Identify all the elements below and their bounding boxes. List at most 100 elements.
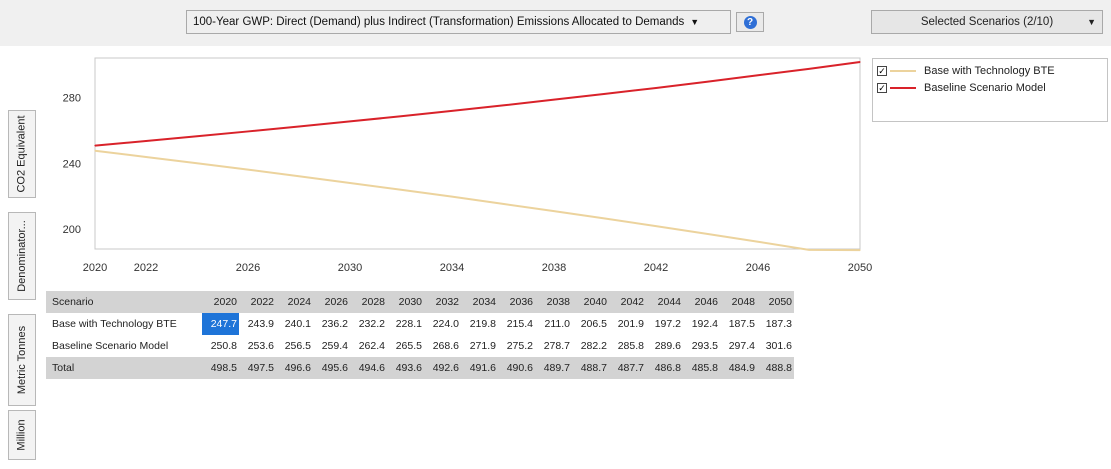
x-tick-label: 2034 [440, 262, 464, 274]
column-header-year: 2038 [535, 291, 572, 313]
data-point [655, 87, 657, 89]
help-icon: ? [743, 15, 757, 29]
table-cell[interactable]: 268.6 [432, 340, 459, 352]
table-cell[interactable]: 192.4 [691, 318, 718, 330]
table-row: Baseline Scenario Model 250.8 253.6 256.5 25… [46, 335, 794, 357]
table-cell[interactable]: 301.6 [765, 340, 792, 352]
table-row: Base with Technology BTE 247.7 243.9 240.1 2… [46, 313, 794, 335]
legend-swatch [890, 70, 916, 72]
table-cell: 495.6 [313, 357, 350, 379]
row-label: Baseline Scenario Model [52, 340, 169, 352]
table-cell[interactable]: 228.1 [395, 318, 422, 330]
table-cell[interactable]: 187.3 [765, 318, 792, 330]
selected-scenarios-button[interactable]: Selected Scenarios (2/10) ▼ [871, 10, 1103, 34]
tab-co2-equivalent[interactable]: CO2 Equivalent [8, 110, 36, 198]
results-table: Scenario 2020 2022 2024 2026 2028 2030 2032 2034… [46, 291, 794, 379]
table-cell: 484.9 [720, 357, 757, 379]
table-cell[interactable]: 282.2 [580, 340, 607, 352]
table-cell[interactable]: 201.9 [617, 318, 644, 330]
table-cell[interactable]: 278.7 [543, 340, 570, 352]
indicator-label: 100-Year GWP: Direct (Demand) plus Indir… [193, 16, 685, 28]
data-point [604, 217, 606, 220]
table-cell[interactable]: 293.5 [691, 340, 718, 352]
checkbox-checked-icon[interactable]: ✓ [877, 83, 887, 93]
series-line [94, 60, 861, 147]
data-point [859, 61, 861, 63]
data-point [553, 99, 555, 101]
data-point [808, 68, 810, 70]
legend-label: Baseline Scenario Model [924, 82, 1046, 94]
help-button[interactable]: ? [736, 12, 764, 32]
data-point [757, 241, 759, 243]
column-header-year: 2026 [313, 291, 350, 313]
table-cell: 488.7 [572, 357, 609, 379]
table-cell[interactable]: 253.6 [247, 340, 274, 352]
table-cell[interactable]: 232.2 [358, 318, 385, 330]
data-point [247, 169, 249, 171]
data-point [757, 74, 759, 76]
table-cell[interactable]: 265.5 [395, 340, 422, 352]
chart-legend: ✓ Base with Technology BTE ✓ Baseline Sc… [872, 58, 1108, 122]
x-tick-label: 2050 [848, 262, 872, 274]
table-cell[interactable]: 271.9 [469, 340, 496, 352]
legend-item-bte[interactable]: ✓ Base with Technology BTE [877, 64, 1055, 78]
data-point [655, 225, 657, 227]
data-point [706, 81, 708, 83]
table-cell: 496.6 [276, 357, 313, 379]
tab-denominator[interactable]: Denominator... [8, 212, 36, 300]
data-point [349, 120, 351, 122]
table-cell[interactable]: 206.5 [580, 318, 607, 330]
table-cell[interactable]: 224.0 [432, 318, 459, 330]
data-point [145, 156, 147, 158]
table-cell: 491.6 [461, 357, 498, 379]
data-point [706, 233, 708, 235]
table-cell[interactable]: 187.5 [728, 318, 755, 330]
column-header-year: 2024 [276, 291, 313, 313]
table-cell: 498.5 [202, 357, 239, 379]
table-cell[interactable]: 247.7 [202, 313, 239, 335]
data-point [196, 135, 198, 137]
tab-label: Metric Tonnes [16, 325, 28, 395]
table-cell[interactable]: 256.5 [284, 340, 311, 352]
y-tick-label: 280 [63, 93, 81, 105]
table-cell[interactable]: 285.8 [617, 340, 644, 352]
legend-label: Base with Technology BTE [924, 65, 1055, 77]
table-cell[interactable]: 275.2 [506, 340, 533, 352]
data-point [196, 162, 198, 164]
column-header-year: 2036 [498, 291, 535, 313]
y-tick-label: 200 [63, 224, 81, 236]
data-point [400, 189, 402, 191]
legend-item-baseline[interactable]: ✓ Baseline Scenario Model [877, 81, 1046, 95]
column-header-scenario: Scenario [46, 291, 202, 313]
data-point [859, 249, 861, 251]
checkbox-checked-icon[interactable]: ✓ [877, 66, 887, 76]
table-cell[interactable]: 289.6 [654, 340, 681, 352]
column-header-year: 2030 [387, 291, 424, 313]
indicator-dropdown[interactable]: 100-Year GWP: Direct (Demand) plus Indir… [186, 10, 731, 34]
table-cell[interactable]: 262.4 [358, 340, 385, 352]
table-cell[interactable]: 243.9 [247, 318, 274, 330]
table-cell[interactable]: 240.1 [284, 318, 311, 330]
table-cell[interactable]: 219.8 [469, 318, 496, 330]
table-cell[interactable]: 211.0 [544, 318, 571, 330]
data-point [451, 196, 453, 198]
table-cell[interactable]: 259.4 [321, 340, 348, 352]
x-tick-label: 2046 [746, 262, 770, 274]
table-cell: 493.6 [387, 357, 424, 379]
tab-million[interactable]: Million [8, 410, 36, 460]
column-header-year: 2046 [683, 291, 720, 313]
x-tick-label: 2042 [644, 262, 668, 274]
tab-metric-tonnes[interactable]: Metric Tonnes [8, 314, 36, 406]
table-cell: 486.8 [646, 357, 683, 379]
data-point [145, 140, 147, 142]
series-line [94, 149, 861, 252]
table-cell[interactable]: 215.4 [506, 318, 533, 330]
data-point [94, 150, 96, 152]
table-cell[interactable]: 250.8 [210, 340, 237, 352]
column-header-year: 2028 [350, 291, 387, 313]
table-cell[interactable]: 297.4 [728, 340, 755, 352]
chevron-down-icon: ▼ [690, 17, 700, 27]
table-cell[interactable]: 236.2 [321, 318, 348, 330]
table-cell[interactable]: 197.2 [654, 318, 681, 330]
column-header-year: 2032 [424, 291, 461, 313]
